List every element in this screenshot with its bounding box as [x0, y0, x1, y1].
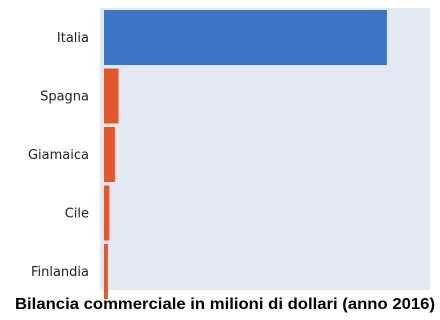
bar-finlandia	[104, 244, 108, 299]
bar-giamaica	[104, 127, 115, 182]
bar-spagna	[104, 68, 119, 124]
category-label-giamaica: Giamaica	[28, 148, 89, 163]
category-label-spagna: Spagna	[40, 90, 89, 105]
bar-cile	[104, 185, 110, 241]
bars-group	[104, 10, 387, 299]
category-label-italia: Italia	[57, 31, 89, 46]
category-label-finlandia: Finlandia	[31, 265, 89, 280]
bar-italia	[104, 10, 387, 65]
category-labels: Italia Spagna Giamaica Cile Finlandia	[28, 31, 89, 280]
chart-title: Bilancia commerciale in milioni di dolla…	[15, 296, 435, 313]
category-label-cile: Cile	[65, 207, 89, 222]
